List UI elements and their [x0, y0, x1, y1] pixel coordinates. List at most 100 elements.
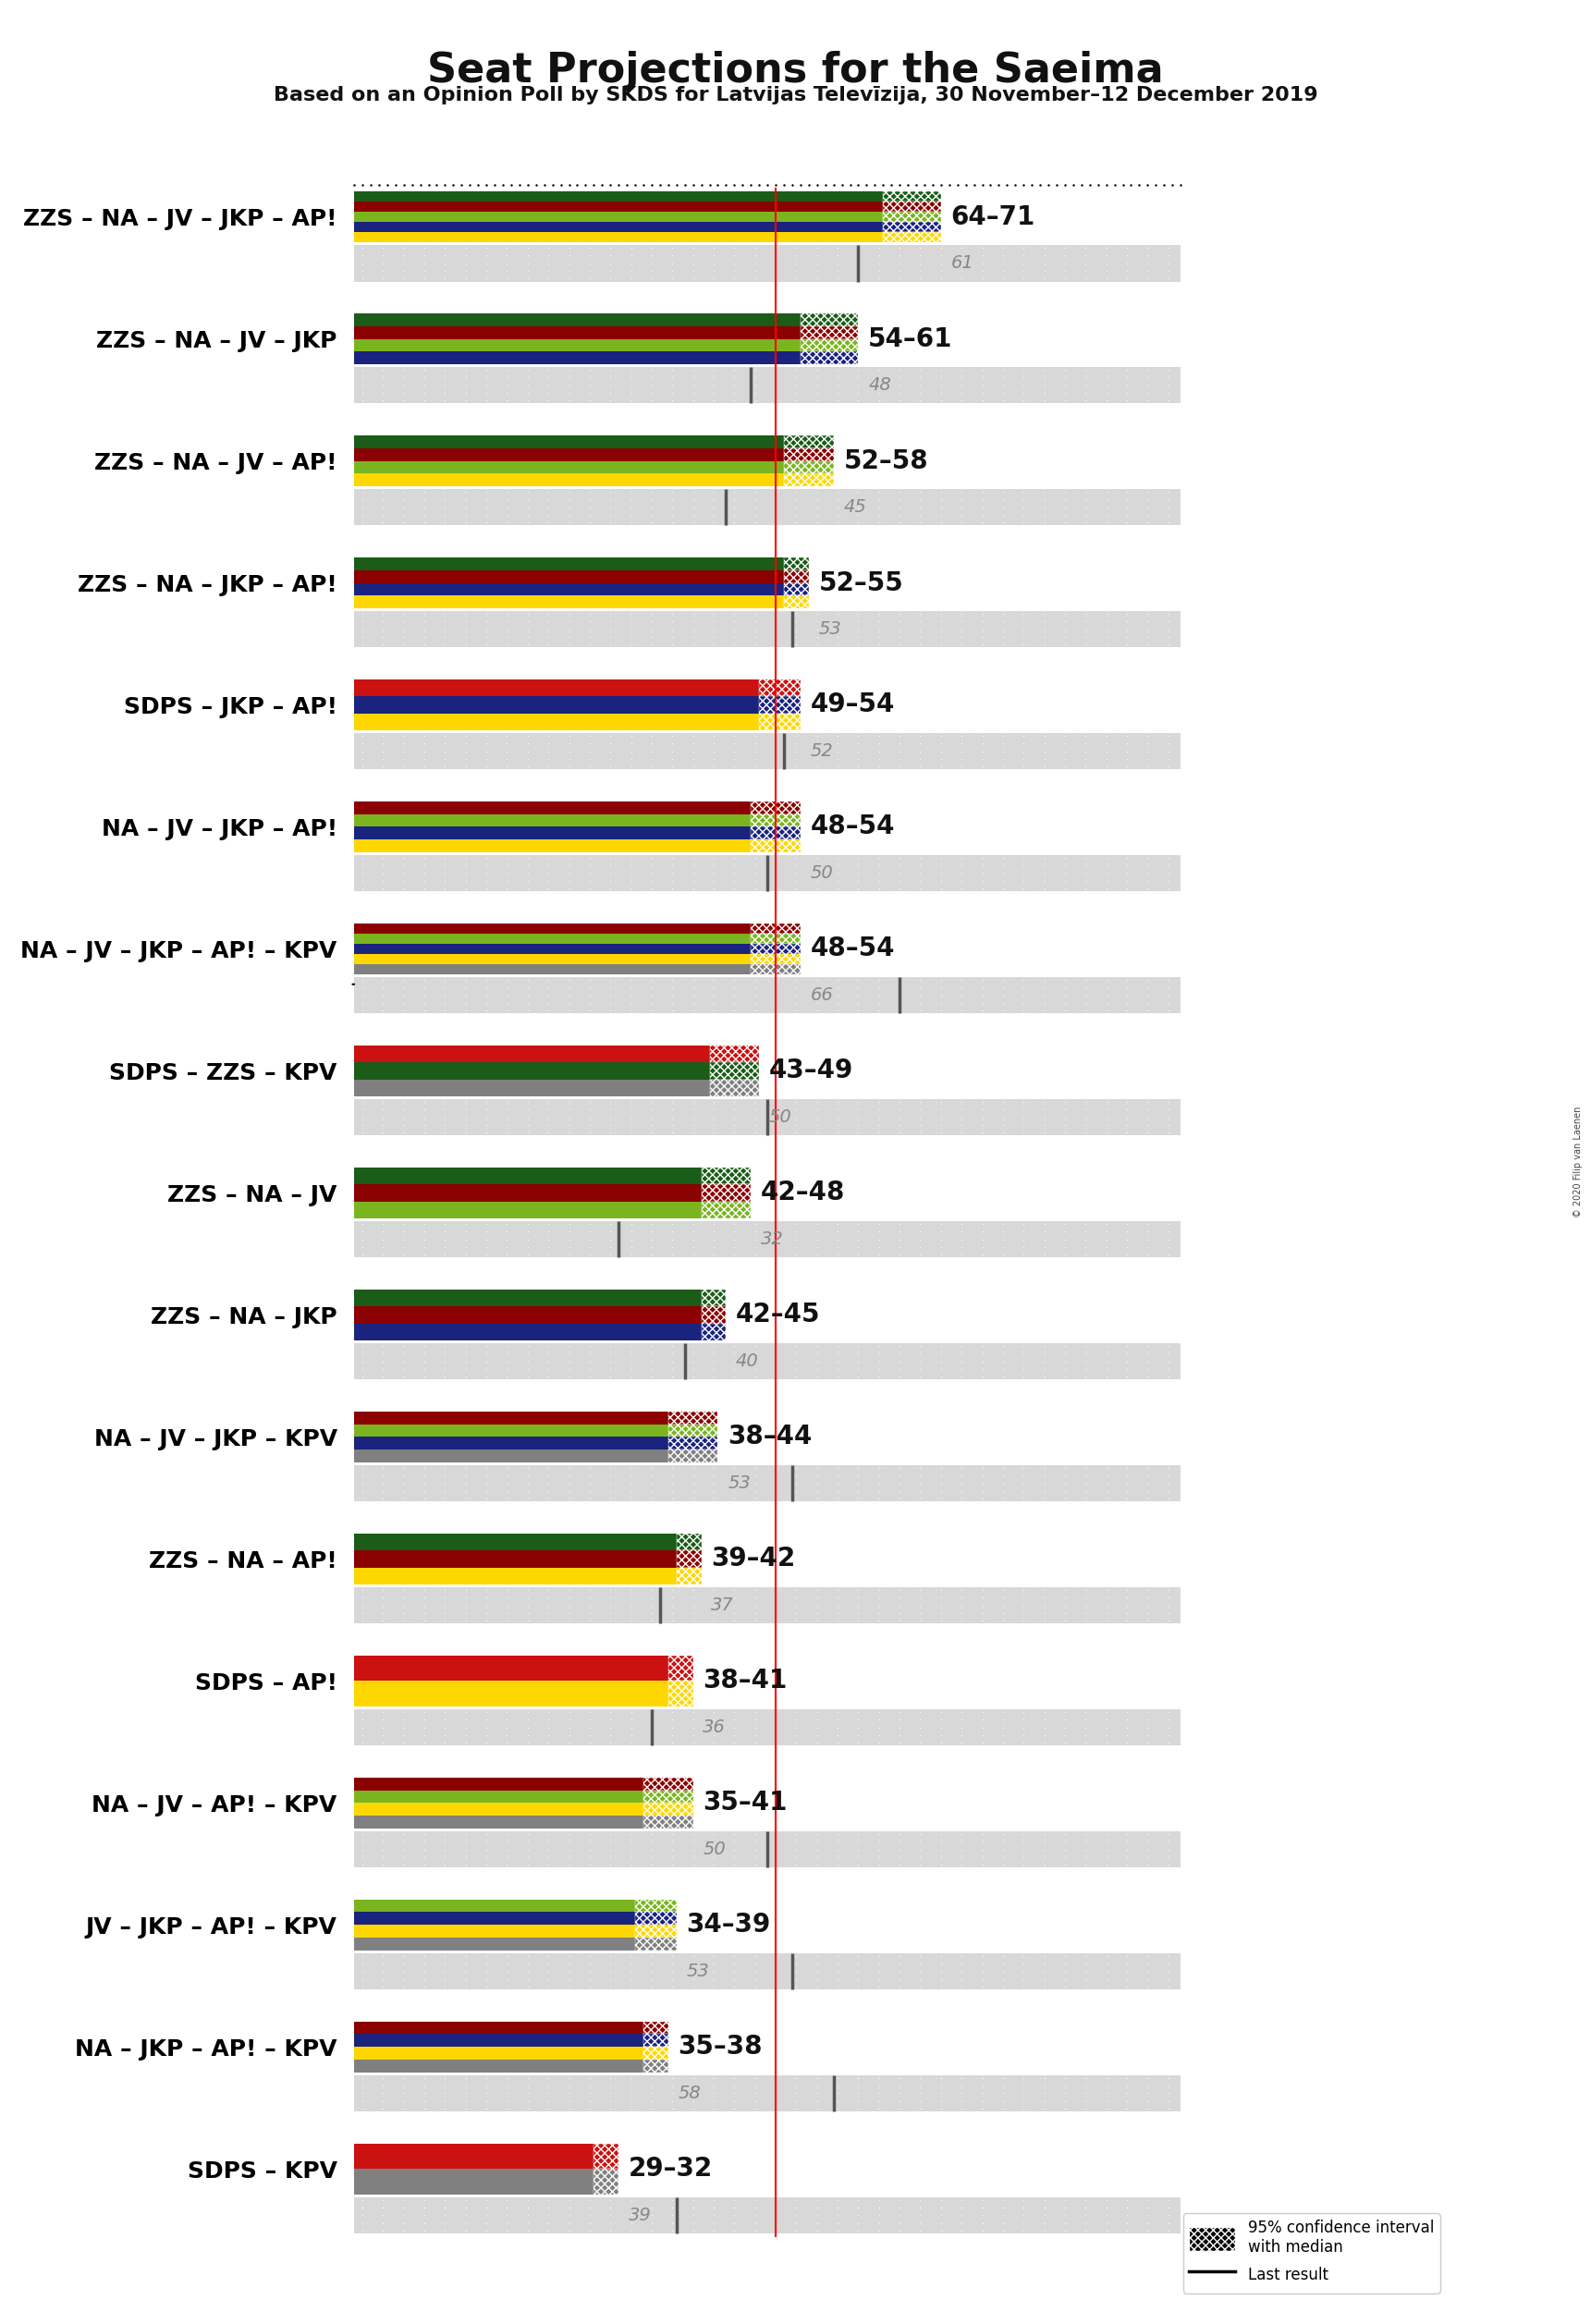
Bar — [702, 1322, 725, 1341]
Legend: 95% confidence interval
with median, Last result: 95% confidence interval with median, Las… — [1184, 2212, 1440, 2294]
Bar — [593, 2168, 619, 2194]
Bar — [784, 449, 834, 460]
Text: 53: 53 — [727, 1473, 751, 1492]
Bar — [355, 2022, 643, 2034]
Bar — [355, 955, 751, 964]
Text: 34–39: 34–39 — [686, 1913, 770, 1938]
Bar — [751, 964, 800, 974]
Bar — [751, 944, 800, 955]
Bar — [355, 2047, 643, 2059]
Bar — [702, 1185, 751, 1202]
Bar — [643, 2022, 668, 2034]
Bar — [355, 923, 751, 934]
Text: 36: 36 — [703, 1717, 725, 1736]
Bar — [355, 2168, 593, 2194]
Bar — [355, 1708, 1181, 1745]
Bar — [751, 923, 800, 934]
Bar — [643, 1778, 694, 1789]
Bar — [355, 1566, 676, 1585]
Text: 43–49: 43–49 — [768, 1057, 853, 1083]
Bar — [355, 488, 1181, 525]
Bar — [355, 2196, 1181, 2233]
Bar — [710, 1078, 759, 1097]
Bar — [759, 697, 800, 713]
Bar — [635, 1899, 676, 1913]
Bar — [751, 802, 800, 813]
Bar — [355, 1534, 676, 1550]
Bar — [355, 944, 751, 955]
Text: 50: 50 — [768, 1109, 792, 1127]
Bar — [355, 1185, 702, 1202]
Text: 49–54: 49–54 — [810, 693, 894, 718]
Bar — [800, 339, 858, 351]
Bar — [643, 2047, 668, 2059]
Bar — [355, 1464, 1181, 1501]
Bar — [355, 1831, 1181, 1868]
Text: 64–71: 64–71 — [951, 205, 1036, 230]
Bar — [355, 1062, 710, 1078]
Bar — [800, 325, 858, 339]
Bar — [355, 1099, 1181, 1136]
Text: 42–48: 42–48 — [760, 1181, 845, 1206]
Bar — [676, 1566, 702, 1585]
Bar — [355, 1587, 1181, 1624]
Bar — [643, 2059, 668, 2073]
Bar — [355, 1078, 710, 1097]
Bar — [668, 1450, 718, 1462]
Text: 38–44: 38–44 — [727, 1425, 811, 1450]
Bar — [355, 1550, 676, 1566]
Bar — [355, 1202, 702, 1218]
Bar — [759, 679, 800, 697]
Bar — [593, 2143, 619, 2168]
Bar — [355, 697, 759, 713]
Bar — [355, 855, 1181, 892]
Bar — [355, 460, 784, 474]
Bar — [784, 583, 808, 595]
Text: 52–58: 52–58 — [843, 449, 928, 474]
Bar — [883, 191, 940, 202]
Bar — [883, 211, 940, 223]
Bar — [355, 351, 800, 365]
Text: 35–41: 35–41 — [703, 1789, 788, 1815]
Bar — [751, 839, 800, 853]
Bar — [355, 1680, 668, 1706]
Bar — [355, 964, 751, 974]
Bar — [668, 1425, 718, 1436]
Bar — [355, 339, 800, 351]
Bar — [355, 2034, 643, 2047]
Bar — [710, 1062, 759, 1078]
Bar — [784, 595, 808, 609]
Text: 29–32: 29–32 — [628, 2157, 713, 2182]
Bar — [635, 1913, 676, 1924]
Bar — [355, 1450, 668, 1462]
Bar — [355, 976, 1181, 1013]
Bar — [355, 2075, 1181, 2113]
Text: 52–55: 52–55 — [819, 569, 904, 595]
Bar — [759, 713, 800, 730]
Bar — [355, 1655, 668, 1680]
Bar — [355, 1778, 643, 1789]
Text: 61: 61 — [951, 253, 974, 272]
Bar — [800, 314, 858, 325]
Text: 58: 58 — [678, 2085, 702, 2103]
Text: 38–41: 38–41 — [703, 1669, 788, 1694]
Bar — [784, 558, 808, 569]
Bar — [355, 1167, 702, 1185]
Bar — [355, 1952, 1181, 1989]
Bar — [355, 1220, 1181, 1257]
Bar — [635, 1924, 676, 1938]
Bar — [355, 611, 1181, 648]
Bar — [355, 367, 1181, 404]
Bar — [643, 1803, 694, 1815]
Bar — [355, 1290, 702, 1306]
Bar — [668, 1411, 718, 1425]
Text: 32: 32 — [760, 1229, 784, 1248]
Bar — [668, 1680, 694, 1706]
Bar — [355, 1425, 668, 1436]
Bar — [355, 314, 800, 325]
Bar — [355, 1411, 668, 1425]
Text: Seat Projections for the Saeima: Seat Projections for the Saeima — [428, 51, 1163, 91]
Bar — [355, 1899, 635, 1913]
Bar — [355, 1306, 702, 1322]
Bar — [355, 1322, 702, 1341]
